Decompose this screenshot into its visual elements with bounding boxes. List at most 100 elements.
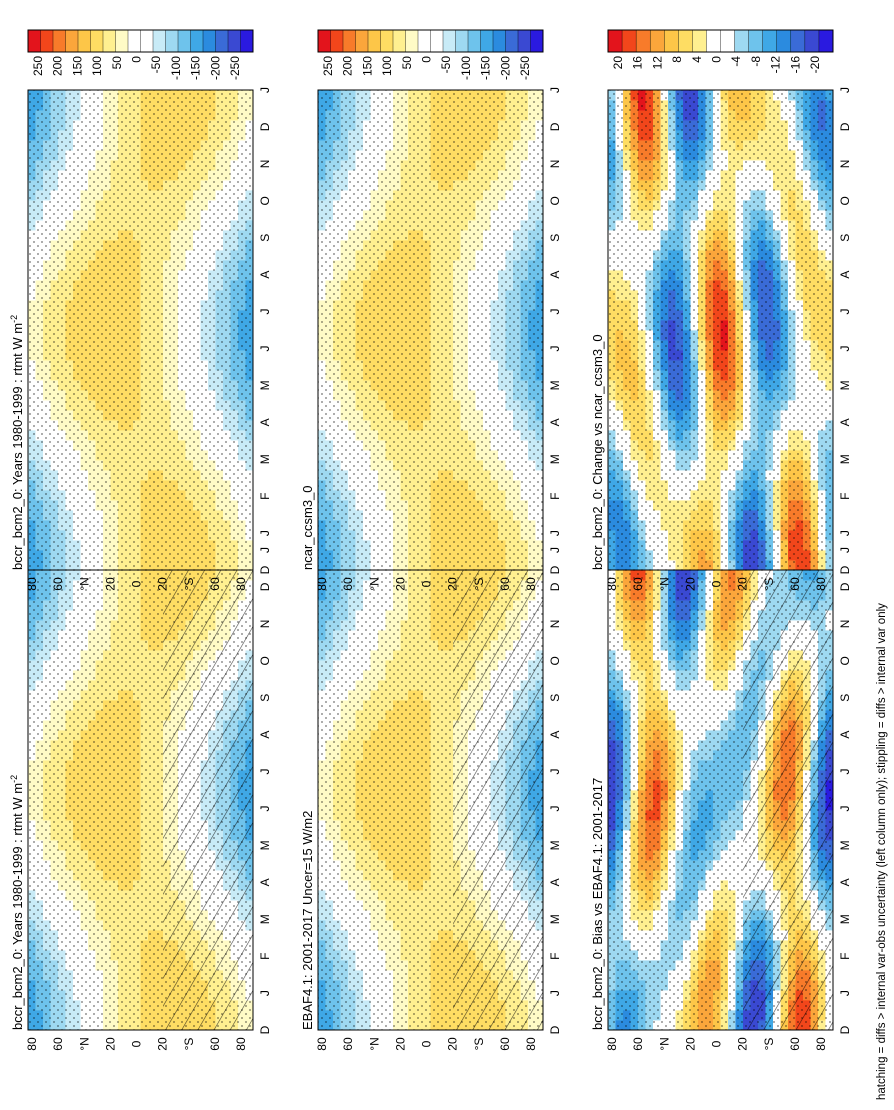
colorbar-tick-label: 100 bbox=[90, 56, 104, 76]
colorbar-tick-label: -250 bbox=[228, 56, 242, 80]
month-tick-label: S bbox=[258, 694, 272, 702]
lat-tick-label: °S bbox=[182, 578, 196, 591]
month-tick-label: D bbox=[548, 582, 562, 591]
month-tick-label: A bbox=[258, 731, 272, 739]
month-tick-label: J bbox=[548, 547, 562, 553]
month-tick-label: J bbox=[258, 309, 272, 315]
colorbar-swatch bbox=[77, 29, 92, 53]
title-superscript: -2 bbox=[9, 315, 19, 323]
lat-tick-label: 0 bbox=[420, 1040, 434, 1047]
month-tick-label: N bbox=[258, 160, 272, 169]
colorbar-swatch bbox=[152, 29, 167, 53]
lat-tick-label: °N bbox=[367, 1037, 381, 1050]
month-tick-label: N bbox=[548, 620, 562, 629]
colorbar-swatch bbox=[90, 29, 104, 53]
colorbar-swatch bbox=[240, 29, 254, 53]
colorbar-swatch bbox=[102, 29, 117, 53]
lat-tick-label: 60 bbox=[498, 1037, 512, 1051]
month-tick-label: J bbox=[258, 990, 272, 996]
colorbar-swatch bbox=[202, 29, 217, 53]
lat-tick-label: 60 bbox=[341, 1037, 355, 1051]
month-tick-label: N bbox=[258, 620, 272, 629]
colorbar-tick-label: -100 bbox=[169, 56, 183, 80]
month-tick-label: M bbox=[548, 914, 562, 924]
colorbar-tick-label: 0 bbox=[130, 56, 144, 63]
colorbar-swatch bbox=[215, 29, 229, 53]
month-tick-label: J bbox=[258, 87, 272, 93]
lat-tick-label: 20 bbox=[103, 1037, 117, 1051]
month-tick-label: O bbox=[258, 656, 272, 665]
month-tick-label: A bbox=[258, 418, 272, 426]
month-tick-label: J bbox=[548, 769, 562, 775]
lat-tick-label: 60 bbox=[51, 577, 65, 591]
month-tick-label: M bbox=[258, 380, 272, 390]
lat-tick-label: °N bbox=[77, 1037, 91, 1050]
month-tick-label: J bbox=[258, 805, 272, 811]
month-tick-label: D bbox=[258, 582, 272, 591]
lat-tick-label: 80 bbox=[25, 1037, 39, 1051]
month-tick-label: A bbox=[548, 731, 562, 739]
lat-tick-label: °N bbox=[77, 577, 91, 590]
colorbar-swatch bbox=[127, 29, 142, 53]
panel-1: 80 60 °N 20 0 20 °S 60 80 D J F M A M J J A S O N D Jbccr_bcm2… bbox=[9, 489, 272, 1051]
colorbar-swatch bbox=[140, 29, 154, 53]
panel-title: bccr_bcm2_0: Years 1980-1999 : rtmt W m-… bbox=[9, 315, 25, 570]
lat-tick-label: 60 bbox=[51, 1037, 65, 1051]
lat-tick-label: 20 bbox=[156, 577, 170, 591]
month-tick-label: M bbox=[258, 840, 272, 850]
lat-tick-label: 0 bbox=[130, 1040, 144, 1047]
colorbar-tick-label: -200 bbox=[208, 56, 222, 80]
month-tick-label: A bbox=[258, 271, 272, 279]
month-tick-label: J bbox=[548, 805, 562, 811]
month-tick-label: J bbox=[258, 769, 272, 775]
panel-title: EBAF4.1: 2001-2017 Uncer=15 W/m2 bbox=[300, 811, 315, 1030]
colorbar-swatch bbox=[190, 29, 204, 53]
colorbar-swatch bbox=[177, 29, 192, 53]
lat-tick-label: 60 bbox=[208, 577, 222, 591]
month-tick-label: O bbox=[258, 196, 272, 205]
stippling-overlay bbox=[28, 90, 253, 570]
month-tick-label: D bbox=[548, 1025, 562, 1034]
month-tick-label: M bbox=[258, 454, 272, 464]
month-tick-label: F bbox=[548, 952, 562, 959]
month-tick-label: S bbox=[258, 234, 272, 242]
panel-title: bccr_bcm2_0: Years 1980-1999 : rtmt W m-… bbox=[9, 775, 25, 1030]
colorbar-swatch bbox=[52, 29, 67, 53]
lat-tick-label: 80 bbox=[234, 1037, 248, 1051]
month-tick-label: D bbox=[258, 565, 272, 574]
lat-tick-label: 80 bbox=[234, 577, 248, 591]
colorbar-swatch bbox=[165, 29, 179, 53]
panel-2: 80 60 °N 20 0 20 °S 60 80DJFMAMJJASONDJbccr_bcm2… bbox=[9, 29, 272, 591]
lat-tick-label: 80 bbox=[315, 1037, 329, 1051]
month-tick-label: D bbox=[258, 1025, 272, 1034]
colorbar-swatch bbox=[65, 29, 79, 53]
colorbar-swatch bbox=[40, 29, 54, 53]
month-tick-label: J bbox=[258, 530, 272, 536]
month-tick-label: A bbox=[258, 878, 272, 886]
hatching-overlay bbox=[453, 550, 543, 1030]
lat-tick-label: 20 bbox=[103, 577, 117, 591]
month-tick-label: O bbox=[548, 656, 562, 665]
month-tick-label: J bbox=[548, 990, 562, 996]
lat-tick-label: 0 bbox=[130, 580, 144, 587]
month-tick-label: M bbox=[548, 840, 562, 850]
colorbar-tick-label: 200 bbox=[51, 56, 65, 76]
lat-tick-label: 20 bbox=[393, 1037, 407, 1051]
lat-tick-label: 20 bbox=[156, 1037, 170, 1051]
month-tick-label: D bbox=[258, 122, 272, 131]
panel-3: 80 60 °N 20 0 20 °S 60 80DJFMAMJJASONDJEBAF4.1: … bbox=[300, 489, 562, 1051]
lat-tick-label: 80 bbox=[524, 1037, 538, 1051]
colorbar-tick-label: -150 bbox=[189, 56, 203, 80]
colorbar-tick-label: 250 bbox=[31, 56, 45, 76]
month-tick-label: A bbox=[548, 878, 562, 886]
month-tick-label: S bbox=[548, 694, 562, 702]
colorbar-frame bbox=[27, 29, 254, 53]
lat-tick-label: 60 bbox=[208, 1037, 222, 1051]
month-tick-label: F bbox=[258, 952, 272, 959]
month-tick-label: M bbox=[258, 914, 272, 924]
colorbar-swatch bbox=[115, 29, 129, 53]
month-tick-label: J bbox=[258, 345, 272, 351]
lat-tick-label: 80 bbox=[25, 577, 39, 591]
